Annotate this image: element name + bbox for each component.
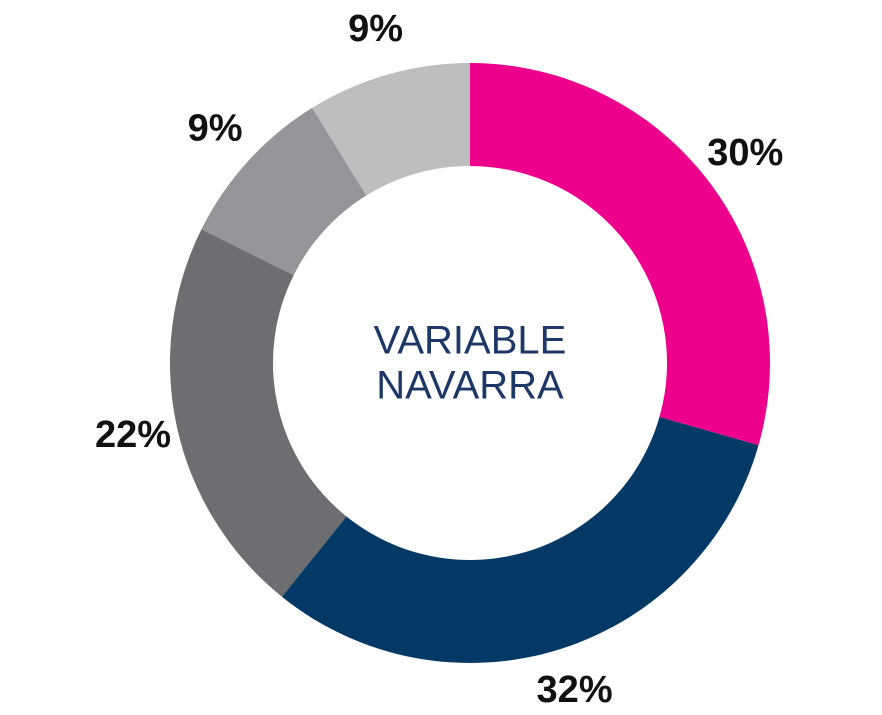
center-text: VARIABLE: [374, 319, 567, 363]
value-label: 9%: [348, 8, 403, 50]
value-label: 30%: [707, 132, 783, 174]
center-text: NAVARRA: [376, 364, 564, 408]
donut-slice: [169, 229, 347, 597]
value-label: 22%: [95, 414, 171, 456]
value-label: 9%: [188, 108, 243, 150]
donut-slice: [281, 416, 759, 664]
donut-slice: [312, 63, 470, 196]
donut-slice: [201, 107, 367, 276]
donut-slice: [470, 63, 770, 446]
value-label: 32%: [537, 669, 613, 711]
